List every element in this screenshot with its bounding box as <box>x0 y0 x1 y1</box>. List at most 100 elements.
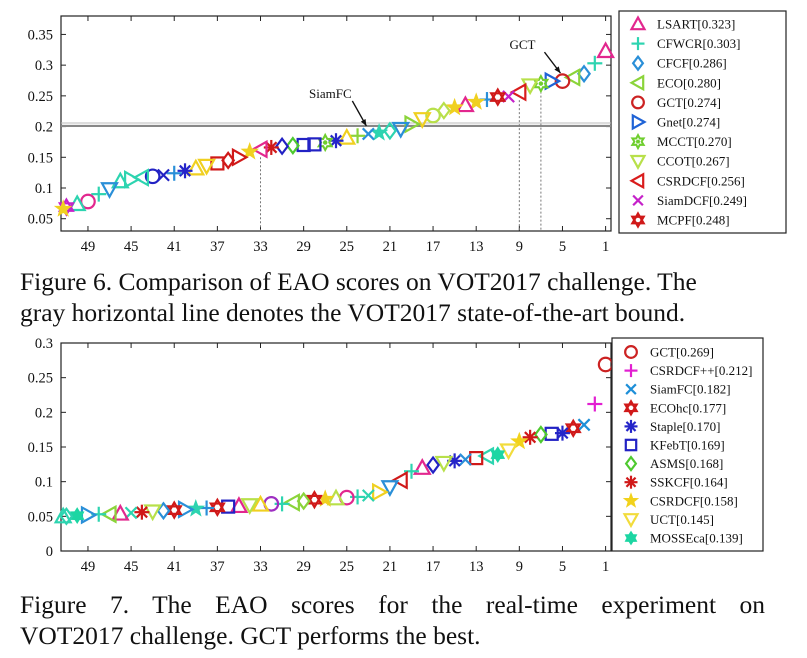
legend-label: ASMS[0.168] <box>650 456 723 471</box>
x-tick-label: 29 <box>296 559 311 575</box>
data-point <box>307 137 322 152</box>
legend-label: CCOT[0.267] <box>657 154 730 169</box>
y-tick-label: 0.25 <box>28 371 53 387</box>
x-tick-label: 49 <box>81 559 96 575</box>
data-point <box>283 493 300 512</box>
legend-label: ECO[0.280] <box>657 75 721 90</box>
legend-label: Staple[0.170] <box>650 419 720 434</box>
triangle-left-icon <box>629 172 645 190</box>
legend-label: CSRDCF++[0.212] <box>650 363 752 378</box>
figure-6-caption-line-2: gray horizontal line denotes the VOT2017… <box>20 298 686 327</box>
legend-label: KFebT[0.169] <box>650 438 725 453</box>
legend-label: GCT[0.269] <box>650 345 714 360</box>
y-tick-label: 0.3 <box>35 58 53 74</box>
data-point <box>596 41 615 59</box>
x-tick-label: 9 <box>516 559 523 575</box>
data-point <box>489 87 507 107</box>
legend-label: UCT[0.145] <box>650 512 714 527</box>
data-point <box>100 182 119 199</box>
figure-7-caption: Figure 7. The EAO scores for the real-ti… <box>20 589 765 651</box>
asterisk-icon <box>624 475 638 489</box>
legend-label: SiamFC[0.182] <box>650 382 731 397</box>
data-point <box>240 498 260 516</box>
data-point <box>456 95 475 113</box>
plus-icon <box>624 364 638 378</box>
data-point <box>110 171 130 189</box>
data-point <box>328 133 344 149</box>
y-tick-label: 0.05 <box>28 212 53 228</box>
data-point <box>434 455 454 473</box>
data-point <box>132 168 149 187</box>
data-point <box>134 504 150 520</box>
circle-icon <box>624 345 638 359</box>
triangle-up-icon <box>629 15 647 31</box>
x-icon <box>625 383 637 395</box>
x-tick-label: 25 <box>340 559 355 575</box>
data-point <box>361 127 375 141</box>
legend-label: MOSSEca[0.139] <box>650 531 743 546</box>
data-point <box>59 506 74 526</box>
x-tick-label: 1 <box>602 559 609 575</box>
y-tick-label: 0.05 <box>28 509 53 525</box>
data-point <box>186 158 206 176</box>
data-point <box>208 497 226 518</box>
data-point <box>412 112 432 129</box>
x-tick-label: 21 <box>383 559 398 575</box>
plot-area <box>60 342 612 552</box>
x-tick-label: 13 <box>469 239 484 255</box>
x-tick-label: 33 <box>253 559 268 575</box>
x-tick-label: 33 <box>253 239 268 255</box>
data-point <box>577 418 591 432</box>
data-point <box>499 443 518 461</box>
y-tick-label: 0.2 <box>35 120 53 136</box>
data-point <box>144 168 161 185</box>
plot-area <box>60 15 612 232</box>
x-tick-label: 17 <box>426 239 441 255</box>
circle-icon <box>631 95 645 110</box>
legend-label: CSRDCF[0.158] <box>650 493 738 508</box>
data-point <box>240 142 260 160</box>
figure-7-chart: 0 0.05 0.1 0.15 0.2 0.25 0.3 49 45 41 37 33 29 25 21 17… <box>28 336 764 575</box>
data-point <box>426 455 441 475</box>
data-point <box>53 506 73 524</box>
triangle-right-icon <box>631 113 647 131</box>
annotation-arrowhead <box>554 66 561 74</box>
data-point <box>337 127 357 145</box>
data-point <box>554 73 571 89</box>
x-tick-label: 41 <box>167 559 182 575</box>
x-tick-label: 45 <box>124 559 139 575</box>
y-tick-label: 0.1 <box>35 475 53 491</box>
diamond-icon <box>624 455 638 472</box>
legend-label: CFCF[0.286] <box>657 56 727 71</box>
data-point <box>412 458 432 475</box>
data-point <box>165 500 183 520</box>
data-point <box>53 199 73 217</box>
data-point <box>166 165 182 181</box>
y-tick-label: 0 <box>46 544 53 560</box>
data-point <box>466 92 486 110</box>
x-tick-label: 17 <box>426 559 441 575</box>
figure-6-chart: 0.05 0.1 0.15 0.2 0.25 0.3 0.35 49 45 41 37 33 29 25 2… <box>28 10 787 255</box>
data-point <box>177 163 193 179</box>
data-point <box>510 431 529 450</box>
triangle-down-icon <box>629 154 647 170</box>
annotation-label: SiamFC <box>309 86 352 101</box>
data-point <box>563 68 581 87</box>
x-tick-label: 5 <box>559 559 566 575</box>
data-point <box>587 396 603 412</box>
diamond-icon <box>631 54 645 72</box>
data-point <box>564 418 582 438</box>
data-point <box>123 170 141 189</box>
data-point <box>251 494 270 512</box>
triangle-down-icon <box>622 513 640 529</box>
data-point <box>361 489 375 502</box>
x-tick-label: 37 <box>210 239 225 255</box>
x-tick-label: 41 <box>167 239 182 255</box>
figure-6-caption-line-1: Figure 6. Comparison of EAO scores on VO… <box>20 267 697 296</box>
annotation-arrowhead <box>360 118 367 126</box>
star6-filled-icon <box>624 530 638 546</box>
x-tick-label: 29 <box>296 239 311 255</box>
data-point <box>91 186 107 202</box>
data-point <box>231 147 249 167</box>
x-tick-label: 45 <box>124 239 139 255</box>
